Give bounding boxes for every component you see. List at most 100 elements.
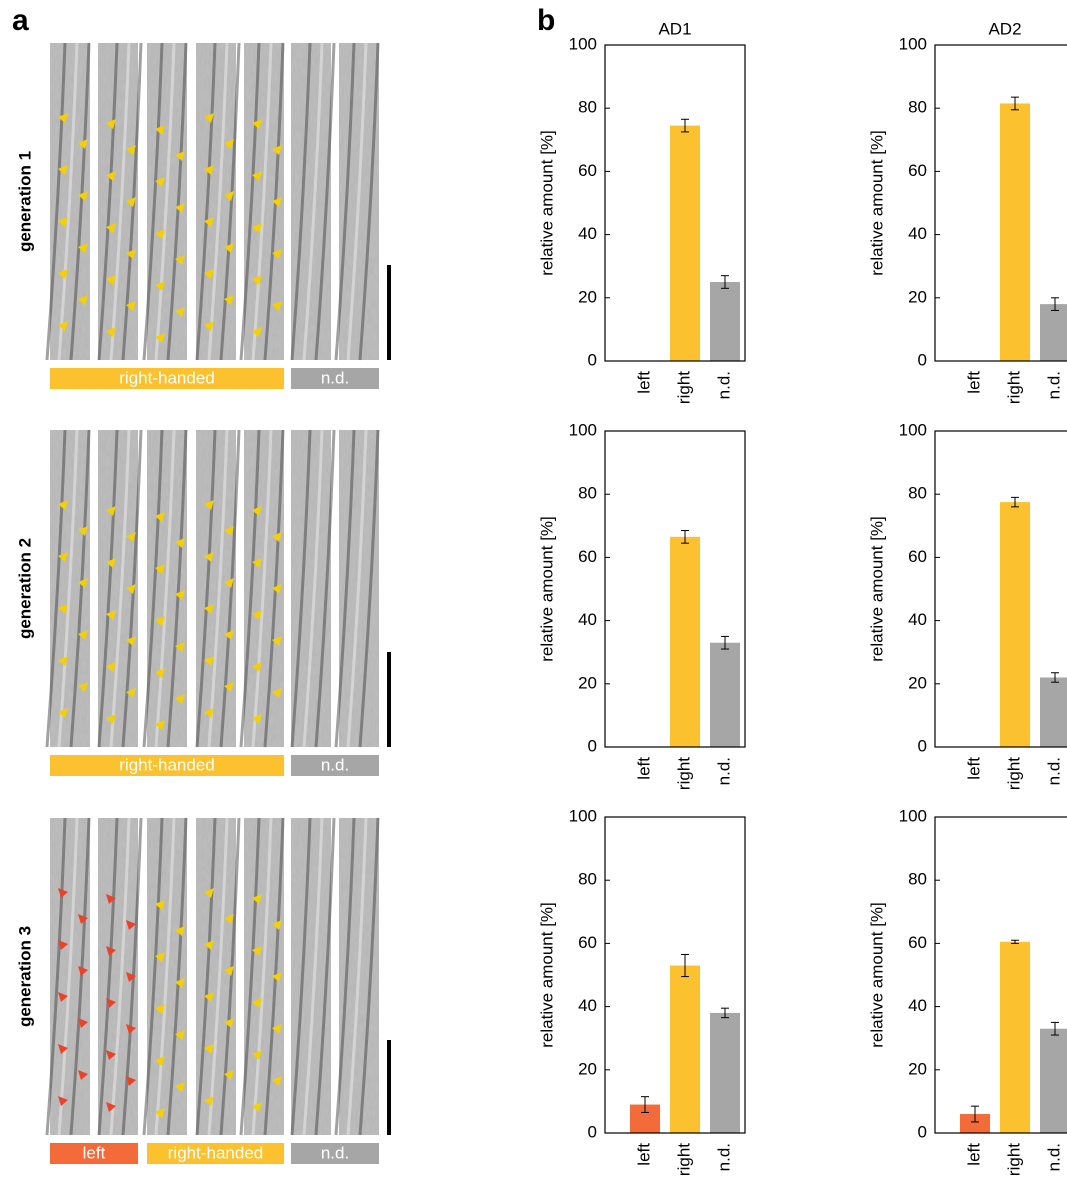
- y-tick-label: 40: [908, 996, 927, 1015]
- arrowhead: [155, 229, 165, 239]
- arrowhead: [272, 688, 282, 698]
- arrowhead: [58, 656, 68, 666]
- arrowhead: [106, 1102, 116, 1112]
- panel-label: a: [12, 4, 29, 37]
- x-tick-label: right: [1004, 757, 1023, 790]
- x-tick-label: right: [1004, 371, 1023, 404]
- filament: [207, 42, 229, 361]
- band-label: right-handed: [119, 755, 214, 774]
- y-tick-label: 100: [899, 806, 927, 825]
- y-tick-label: 20: [908, 673, 927, 692]
- x-tick-label: n.d.: [714, 371, 733, 399]
- arrowhead: [175, 1082, 185, 1092]
- arrowhead: [224, 1018, 234, 1028]
- filament: [251, 42, 273, 361]
- arrowhead: [204, 888, 214, 898]
- filament: [290, 817, 312, 1136]
- y-tick-label: 0: [588, 736, 597, 755]
- filament: [166, 42, 188, 361]
- bar: [1040, 1028, 1067, 1133]
- arrowhead: [224, 139, 234, 149]
- error-bar: [681, 118, 689, 133]
- arrowhead: [272, 972, 282, 982]
- arrowhead: [58, 321, 68, 331]
- bar: [710, 1012, 740, 1133]
- arrowhead: [252, 662, 262, 672]
- y-tick-label: 100: [899, 34, 927, 53]
- arrowhead: [155, 720, 165, 730]
- arrowhead: [204, 940, 214, 950]
- arrowhead: [224, 966, 234, 976]
- arrowhead: [106, 327, 116, 337]
- arrowhead: [252, 327, 262, 337]
- filament: [45, 817, 67, 1136]
- x-tick-label: left: [964, 371, 983, 394]
- arrowhead: [272, 249, 282, 259]
- filament: [207, 429, 229, 748]
- arrowhead: [155, 616, 165, 626]
- arrowhead: [106, 610, 116, 620]
- filament: [290, 42, 312, 361]
- filament: [57, 42, 79, 361]
- arrowhead: [224, 914, 234, 924]
- y-tick-label: 40: [908, 224, 927, 243]
- filament: [302, 429, 324, 748]
- arrowhead: [175, 255, 185, 265]
- micrograph-texture: [291, 818, 331, 1135]
- arrowhead: [106, 275, 116, 285]
- arrowhead: [58, 165, 68, 175]
- arrowhead: [58, 1044, 68, 1054]
- arrowhead: [252, 894, 262, 904]
- filament: [358, 42, 380, 361]
- x-tick-label: n.d.: [1044, 1143, 1063, 1171]
- y-tick-label: 0: [918, 350, 927, 369]
- bar: [710, 282, 740, 361]
- scale-bar: [387, 265, 391, 360]
- arrowhead: [155, 668, 165, 678]
- error-bar: [681, 953, 689, 978]
- arrowhead: [204, 500, 214, 510]
- arrowhead: [106, 558, 116, 568]
- arrowhead: [126, 972, 136, 982]
- filament: [142, 42, 164, 361]
- arrowhead: [224, 630, 234, 640]
- filament: [346, 429, 368, 748]
- arrowhead: [126, 636, 136, 646]
- y-tick-label: 60: [578, 933, 597, 952]
- filament: [358, 429, 380, 748]
- x-tick-label: left: [964, 1143, 983, 1166]
- arrowhead: [252, 610, 262, 620]
- arrowhead: [106, 506, 116, 516]
- y-tick-label: 40: [578, 996, 597, 1015]
- filament: [195, 429, 217, 748]
- plot-frame: [604, 430, 746, 748]
- filament: [239, 429, 261, 748]
- arrowhead: [106, 119, 116, 129]
- band: [50, 368, 284, 389]
- error-bar: [1051, 1021, 1059, 1036]
- arrowhead: [126, 532, 136, 542]
- plot-frame: [604, 44, 746, 362]
- arrowhead: [175, 538, 185, 548]
- bar: [1000, 502, 1030, 747]
- filament: [154, 817, 176, 1136]
- filament: [219, 429, 241, 748]
- arrowhead: [272, 197, 282, 207]
- chart-title: AD1: [658, 19, 691, 38]
- filament: [45, 42, 67, 361]
- y-axis-label: relative amount [%]: [867, 130, 886, 276]
- error-bar: [971, 1105, 979, 1123]
- band: [147, 1143, 284, 1164]
- arrowhead: [78, 1018, 88, 1028]
- y-tick-label: 0: [588, 1122, 597, 1141]
- arrowhead: [272, 920, 282, 930]
- arrowhead: [175, 978, 185, 988]
- filament: [314, 817, 336, 1136]
- arrowhead: [175, 694, 185, 704]
- band-label: n.d.: [321, 755, 349, 774]
- filament: [142, 429, 164, 748]
- arrowhead: [204, 321, 214, 331]
- chart-title: AD2: [988, 19, 1021, 38]
- filament: [154, 42, 176, 361]
